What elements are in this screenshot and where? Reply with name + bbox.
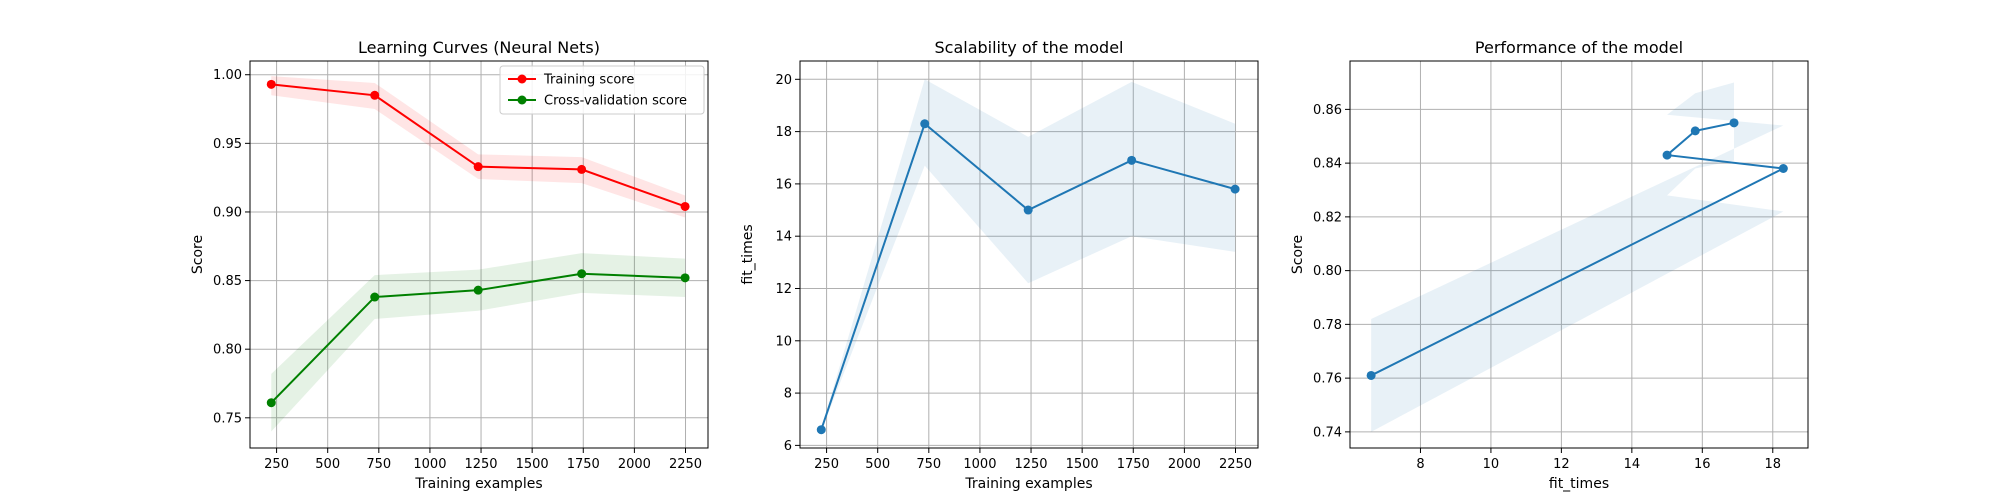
y-tick-label: 18 [775, 125, 792, 140]
data-point-2-4 [577, 269, 587, 279]
confidence-band-2 [271, 253, 686, 432]
y-tick-label: 16 [775, 177, 792, 192]
y-tick-label: 12 [775, 282, 792, 297]
data-point-2-1 [266, 398, 276, 408]
chart-panel-3: 8 10 12 14 16 18 0.74 0.76 0.78 0.80 0.82 0.84 0.86 P… [1290, 38, 1809, 492]
y-tick-label: 0.80 [1313, 264, 1342, 279]
y-tick-label: 0.80 [213, 343, 242, 358]
data-point-1-2 [370, 90, 380, 100]
y-tick-label: 6 [784, 439, 792, 454]
legend-entry-1: Training score [543, 73, 634, 88]
x-tick-label: 1000 [963, 457, 996, 472]
y-tick-label: 0.85 [213, 274, 242, 289]
data-point-1-3 [473, 162, 483, 172]
legend-entry-2: Cross-validation score [544, 94, 687, 109]
legend-marker-2 [517, 95, 527, 105]
x-tick-label: 2000 [1168, 457, 1201, 472]
x-tick-label: 10 [1483, 457, 1500, 472]
data-point-1-4 [1690, 126, 1700, 136]
x-tick-label: 2250 [1219, 457, 1252, 472]
x-tick-label: 250 [814, 457, 839, 472]
x-tick-label: 2250 [669, 457, 702, 472]
axes-frame [1349, 60, 1809, 449]
legend: Training score Cross-validation score [499, 65, 705, 115]
x-tick-label: 500 [315, 457, 340, 472]
data-point-1-5 [680, 201, 690, 211]
x-tick-label: 1500 [516, 457, 549, 472]
x-tick-label: 1250 [1014, 457, 1047, 472]
data-point-1-1 [816, 425, 826, 435]
data-point-1-1 [1366, 370, 1376, 380]
chart-title: Scalability of the model [935, 38, 1124, 57]
y-tick-label: 14 [775, 230, 792, 245]
y-tick-label: 0.82 [1313, 210, 1342, 225]
y-tick-label: 0.84 [1313, 157, 1342, 172]
data-point-1-5 [1230, 184, 1240, 194]
data-point-2-3 [473, 285, 483, 295]
x-tick-label: 8 [1416, 457, 1424, 472]
confidence-band-1 [821, 79, 1236, 432]
data-point-1-4 [577, 164, 587, 174]
y-axis-label: fit_times [740, 224, 756, 284]
data-point-2-5 [680, 273, 690, 283]
chart-panel-2: 250 500 750 1000 1250 1500 1750 2000 2250 6 8 10 12 1… [740, 38, 1259, 492]
data-point-1-5 [1729, 118, 1739, 128]
x-axis-label: fit_times [1549, 476, 1609, 492]
x-tick-label: 750 [366, 457, 391, 472]
x-tick-label: 1750 [567, 457, 600, 472]
y-tick-label: 10 [775, 334, 792, 349]
y-tick-label: 1.00 [213, 68, 242, 83]
chart-panel-1: 250 500 750 1000 1250 1500 1750 2000 2250 0.75 0.8… [190, 38, 709, 492]
x-axis-label: Training examples [414, 476, 542, 492]
y-tick-label: 0.74 [1313, 425, 1342, 440]
y-tick-label: 20 [775, 73, 792, 88]
y-tick-label: 0.86 [1313, 103, 1342, 118]
y-tick-label: 8 [784, 387, 792, 402]
x-tick-label: 500 [865, 457, 890, 472]
legend-box [499, 65, 705, 115]
chart-title: Performance of the model [1475, 38, 1683, 57]
x-axis-label: Training examples [964, 476, 1092, 492]
confidence-band-1 [1371, 82, 1784, 432]
data-point-1-3 [1023, 205, 1033, 215]
x-tick-label: 16 [1694, 457, 1711, 472]
x-tick-label: 1250 [464, 457, 497, 472]
data-point-1-1 [266, 79, 276, 89]
data-point-1-4 [1127, 155, 1137, 165]
x-tick-label: 250 [264, 457, 289, 472]
x-tick-label: 12 [1553, 457, 1570, 472]
legend-marker-1 [517, 74, 527, 84]
y-axis-label: Score [190, 235, 206, 274]
y-tick-label: 0.95 [213, 137, 242, 152]
data-point-1-2 [920, 119, 930, 129]
x-tick-label: 14 [1624, 457, 1641, 472]
axes-frame [249, 60, 709, 449]
x-tick-label: 1750 [1117, 457, 1150, 472]
y-tick-label: 0.76 [1313, 372, 1342, 387]
x-tick-label: 18 [1764, 457, 1781, 472]
y-tick-label: 0.78 [1313, 318, 1342, 333]
x-tick-label: 1500 [1066, 457, 1099, 472]
y-tick-label: 0.90 [213, 205, 242, 220]
data-point-2-2 [370, 292, 380, 302]
axes-frame [799, 60, 1259, 449]
data-point-1-3 [1662, 150, 1672, 160]
y-tick-label: 0.75 [213, 411, 242, 426]
x-tick-label: 750 [916, 457, 941, 472]
x-tick-label: 2000 [618, 457, 651, 472]
y-axis-label: Score [1290, 235, 1306, 274]
confidence-band-1 [271, 76, 686, 218]
data-point-1-2 [1778, 164, 1788, 173]
x-tick-label: 1000 [413, 457, 446, 472]
chart-title: Learning Curves (Neural Nets) [358, 38, 600, 57]
